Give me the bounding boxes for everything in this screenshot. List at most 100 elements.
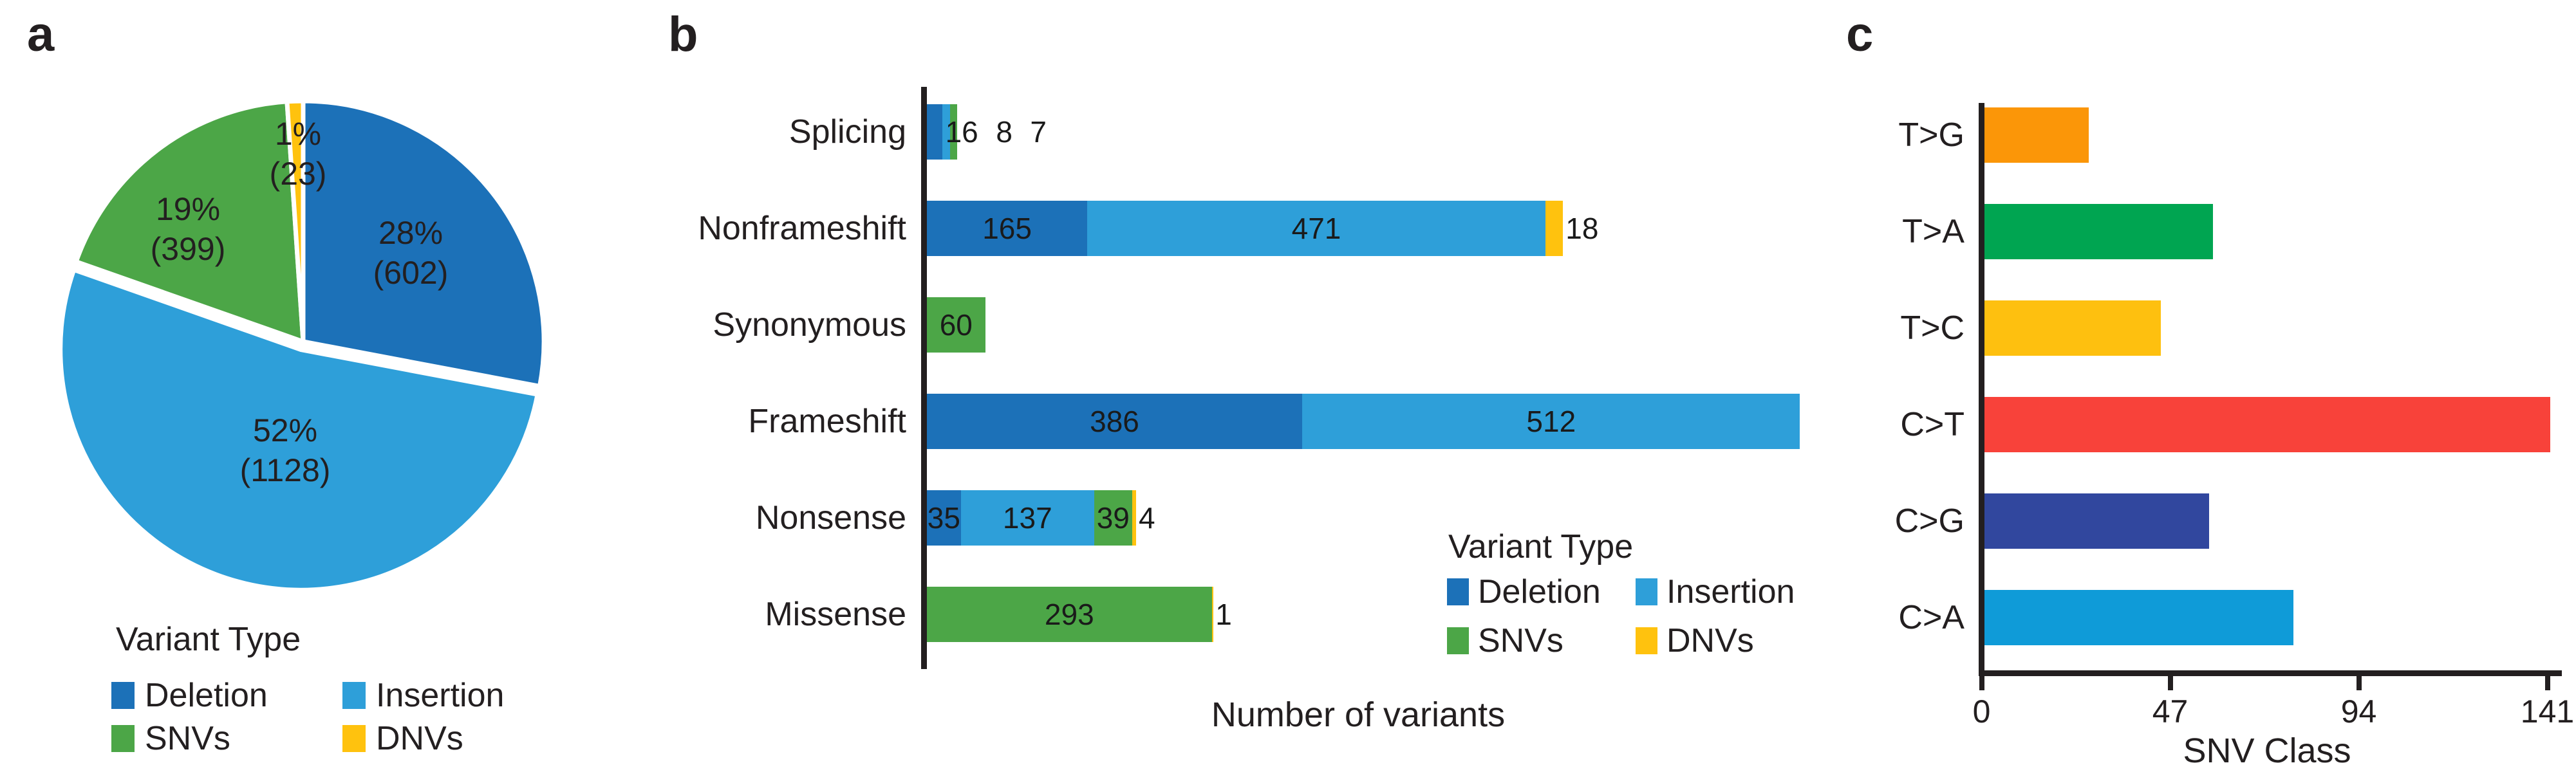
bar-c-a: [1984, 590, 2293, 645]
bar-segment-frameshift-insertion: [1302, 394, 1800, 449]
bar-c-g: [1984, 493, 2210, 549]
pie-label-line: 28%: [378, 215, 443, 251]
value-label-missense-snvs: 293: [1044, 598, 1094, 631]
row-label-t-a: T>A: [1902, 213, 1965, 250]
bar-t-a: [1984, 204, 2214, 259]
tick-label-94: 94: [2340, 694, 2377, 730]
legend-label-snvs: SNVs: [145, 720, 230, 757]
bar-segment-missense-dnvs: [1211, 587, 1213, 642]
value-label-splicing-deletion: 16: [945, 115, 978, 149]
legend-label-dnvs: DNVs: [1666, 622, 1754, 659]
value-label-frameshift-insertion: 512: [1526, 405, 1576, 438]
bar-segment-nonsense-snvs: [1094, 490, 1132, 546]
panel-c-letter: c: [1846, 7, 1874, 62]
tick-label-0: 0: [1972, 694, 1991, 730]
row-label-t-c: T>C: [1900, 309, 1965, 347]
legend-swatch-snvs: [1447, 627, 1469, 654]
legend-label-insertion: Insertion: [1666, 573, 1795, 611]
legend-title: Variant Type: [116, 621, 301, 658]
pie-label-deletion: 28% (602): [373, 213, 449, 293]
row-label-c-g: C>G: [1894, 502, 1965, 540]
row-label-missense: Missense: [765, 596, 906, 633]
bar-segment-frameshift-deletion: [927, 394, 1303, 449]
legend-title: Variant Type: [1448, 528, 1634, 565]
value-label-nonframeshift-insertion: 471: [1291, 212, 1341, 245]
legend-label-snvs: SNVs: [1478, 622, 1563, 659]
legend-swatch-insertion: [1636, 578, 1657, 605]
bar-segment-splicing-snvs: [950, 104, 957, 160]
bar-segment-splicing-insertion: [942, 104, 951, 160]
bar-segment-nonsense-deletion: [927, 490, 961, 546]
bar-c-t: [1984, 397, 2550, 452]
bar-segment-splicing-deletion: [927, 104, 943, 160]
panel-b-x-axis-title: Number of variants: [1211, 695, 1506, 734]
bar-segment-nonframeshift-deletion: [927, 201, 1088, 256]
bar-segment-nonframeshift-dnvs: [1545, 201, 1563, 256]
legend-swatch-insertion: [342, 682, 366, 709]
panel-c-x-axis: [1979, 670, 2562, 676]
row-label-nonframeshift: Nonframeshift: [698, 210, 906, 247]
pie-chart-variant-type: [58, 98, 546, 593]
pie-slice-dnvs: [285, 98, 306, 344]
pie-label-line: (399): [150, 231, 226, 267]
row-label-splicing: Splicing: [789, 113, 906, 151]
value-label-nonsense-deletion: 35: [927, 501, 960, 535]
tick-label-47: 47: [2152, 694, 2189, 730]
legend-swatch-deletion: [1447, 578, 1469, 605]
legend-swatch-deletion: [111, 682, 135, 709]
pie-slice-deletion: [301, 98, 546, 389]
tick-mark-0: [1979, 676, 1984, 690]
value-label-missense-dnvs: 1: [1215, 598, 1232, 631]
legend-label-insertion: Insertion: [376, 677, 505, 714]
value-label-nonsense-snvs: 39: [1096, 501, 1130, 535]
bar-t-g: [1984, 107, 2089, 163]
bar-segment-nonsense-dnvs: [1132, 490, 1136, 546]
value-label-nonframeshift-dnvs: 18: [1565, 212, 1599, 245]
row-label-c-t: C>T: [1900, 406, 1965, 443]
pie-label-line: (1128): [239, 452, 331, 488]
pie-label-line: 19%: [155, 191, 221, 227]
pie-label-line: (23): [269, 156, 327, 192]
pie-label-dnvs: 1% (23): [270, 114, 327, 194]
pie-label-line: 52%: [252, 412, 318, 448]
pie-label-snvs: 19% (399): [151, 189, 226, 269]
row-label-frameshift: Frameshift: [748, 403, 906, 440]
row-label-t-g: T>G: [1898, 116, 1965, 154]
value-label-nonframeshift-deletion: 165: [982, 212, 1032, 245]
tick-label-141: 141: [2520, 694, 2575, 730]
legend-swatch-dnvs: [342, 725, 366, 752]
tick-mark-94: [2356, 676, 2362, 690]
panel-b-letter: b: [668, 7, 698, 62]
bar-t-c: [1984, 300, 2161, 356]
value-label-nonsense-dnvs: 4: [1139, 501, 1155, 535]
bar-segment-synonymous-snvs: [927, 297, 985, 353]
pie-slice-snvs: [73, 99, 306, 344]
row-label-nonsense: Nonsense: [755, 499, 906, 537]
value-label-nonsense-insertion: 137: [1002, 501, 1052, 535]
pie-label-insertion: 52% (1128): [240, 410, 331, 490]
bar-segment-missense-snvs: [927, 587, 1212, 642]
pie-label-line: 1%: [274, 116, 322, 152]
pie-slice-insertion: [58, 267, 540, 593]
value-label-frameshift-deletion: 386: [1090, 405, 1139, 438]
tick-mark-47: [2167, 676, 2173, 690]
legend-label-deletion: Deletion: [1478, 573, 1601, 611]
legend-label-dnvs: DNVs: [376, 720, 463, 757]
legend-label-deletion: Deletion: [145, 677, 268, 714]
bar-segment-nonsense-insertion: [960, 490, 1094, 546]
tick-mark-141: [2544, 676, 2550, 690]
value-label-splicing-snvs: 7: [1030, 115, 1047, 149]
legend-swatch-dnvs: [1636, 627, 1657, 654]
value-label-splicing-insertion: 8: [996, 115, 1013, 149]
panel-a-letter: a: [27, 7, 55, 62]
panel-c-x-axis-title: SNV Class: [2183, 731, 2351, 770]
panel-b-y-axis: [921, 87, 927, 669]
legend-swatch-snvs: [111, 725, 135, 752]
row-label-c-a: C>A: [1898, 599, 1965, 636]
pie-label-line: (602): [373, 255, 449, 291]
bar-segment-nonframeshift-insertion: [1087, 201, 1545, 256]
row-label-synonymous: Synonymous: [713, 306, 906, 344]
value-label-synonymous-snvs: 60: [939, 308, 973, 342]
panel-c-y-axis: [1979, 103, 1984, 676]
